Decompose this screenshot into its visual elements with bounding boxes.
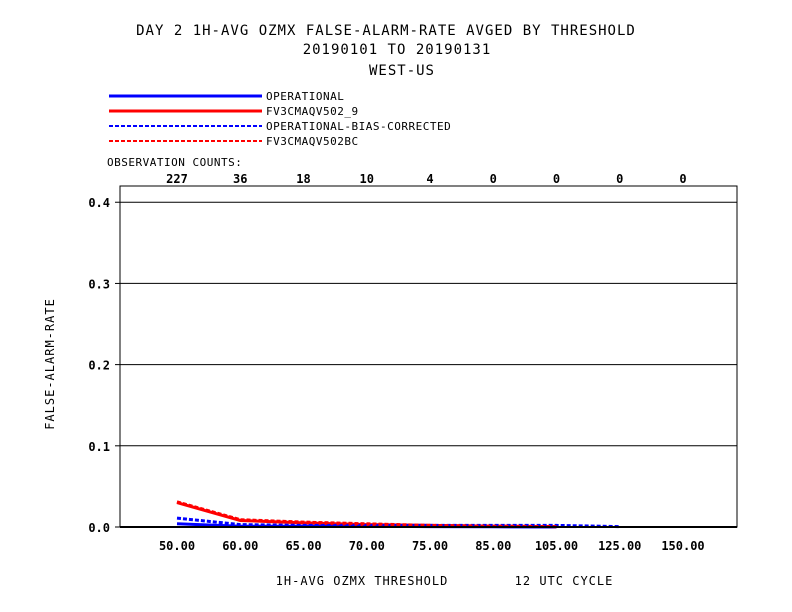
y-tick-label: 0.0 [88, 521, 110, 535]
x-axis-label: 1H-AVG OZMX THRESHOLD [276, 574, 449, 588]
region: WEST-US [369, 63, 435, 79]
y-ticks: 0.0 0.1 0.2 0.3 0.4 [88, 196, 120, 535]
observation-count: 227 [166, 172, 188, 186]
x-tick-label: 70.00 [349, 539, 385, 553]
x-tick-label: 125.00 [598, 539, 641, 553]
x-tick-label: 65.00 [285, 539, 321, 553]
observation-counts: 227 36 18 10 4 0 0 0 0 [166, 172, 686, 186]
x-tick-label: 150.00 [661, 539, 704, 553]
legend-entry: FV3CMAQV502BC [266, 135, 359, 148]
legend: OPERATIONAL FV3CMAQV502_9 OPERATIONAL-BIAS… [109, 90, 451, 148]
observation-count: 0 [616, 172, 623, 186]
x-ticks: 50.00 60.00 65.00 70.00 75.00 85.00 105.00 125.… [159, 539, 705, 553]
y-tick-label: 0.4 [88, 196, 110, 210]
x-tick-label: 60.00 [222, 539, 258, 553]
legend-entry: FV3CMAQV502_9 [266, 105, 359, 118]
observation-count: 0 [553, 172, 560, 186]
y-tick-label: 0.3 [88, 277, 110, 291]
observation-count: 0 [490, 172, 497, 186]
series-lines [176, 500, 620, 529]
date-range: 20190101 TO 20190131 [303, 42, 492, 58]
cycle-label: 12 UTC CYCLE [515, 574, 614, 588]
series-line [176, 516, 620, 529]
legend-entry: OPERATIONAL [266, 90, 344, 103]
x-tick-label: 50.00 [159, 539, 195, 553]
observation-count: 10 [360, 172, 374, 186]
x-tick-label: 85.00 [475, 539, 511, 553]
y-axis-label: FALSE-ALARM-RATE [43, 298, 57, 430]
chart-title: DAY 2 1H-AVG OZMX FALSE-ALARM-RATE AVGED… [136, 23, 636, 39]
x-tick-label: 105.00 [535, 539, 578, 553]
observation-count: 36 [233, 172, 247, 186]
observation-counts-label: OBSERVATION COUNTS: [107, 156, 242, 169]
legend-entry: OPERATIONAL-BIAS-CORRECTED [266, 120, 451, 133]
y-tick-label: 0.1 [88, 440, 110, 454]
observation-count: 0 [679, 172, 686, 186]
observation-count: 18 [296, 172, 310, 186]
plot-frame [119, 185, 738, 528]
observation-count: 4 [426, 172, 433, 186]
grid [120, 201, 737, 447]
x-tick-label: 75.00 [412, 539, 448, 553]
y-tick-label: 0.2 [88, 359, 110, 373]
